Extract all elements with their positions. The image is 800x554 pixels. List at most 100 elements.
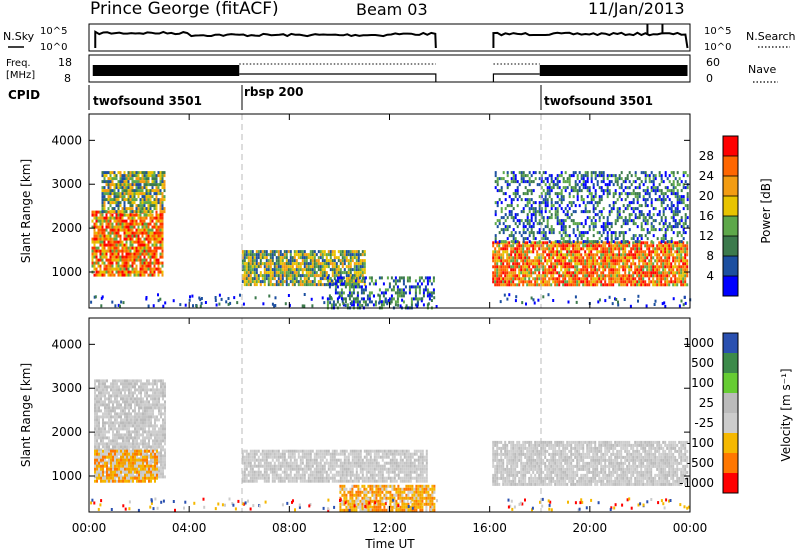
echo-cell xyxy=(104,436,106,440)
echo-cell xyxy=(123,222,126,226)
echo-cell xyxy=(97,261,100,265)
echo-cell xyxy=(500,207,503,211)
echo-cell xyxy=(325,253,328,257)
echo-cell xyxy=(574,268,577,272)
echo-cell xyxy=(508,225,511,229)
echo-cell xyxy=(96,442,98,446)
echo-cell xyxy=(594,256,597,260)
echo-cell xyxy=(127,189,130,193)
echo-cell xyxy=(331,253,334,257)
echo-cell xyxy=(610,250,613,254)
echo-cell xyxy=(598,244,601,248)
echo-cell xyxy=(299,256,302,260)
echo-cell xyxy=(578,180,581,184)
echo-cell xyxy=(630,174,633,178)
echo-cell xyxy=(366,294,369,298)
echo-cell xyxy=(664,198,667,202)
echo-cell xyxy=(494,271,497,275)
echo-cell xyxy=(546,186,549,190)
echo-cell xyxy=(100,469,102,473)
echo-cell xyxy=(297,250,300,254)
echo-cell xyxy=(115,234,118,238)
echo-cell xyxy=(319,250,322,254)
echo-cell xyxy=(113,189,116,193)
echo-cell xyxy=(656,283,659,287)
echo-cell xyxy=(656,198,659,202)
echo-cell xyxy=(91,264,94,268)
echo-cell xyxy=(98,427,100,431)
echo-cell xyxy=(678,271,681,275)
echo-cell xyxy=(96,409,98,413)
echo-cell xyxy=(618,283,621,287)
echo-cell xyxy=(618,241,621,245)
echo-cell xyxy=(638,247,641,251)
echo-cell xyxy=(566,180,569,184)
echo-cell xyxy=(117,213,120,217)
echo-cell xyxy=(94,445,96,449)
echo-cell xyxy=(118,394,120,398)
echo-cell xyxy=(624,231,627,235)
echo-cell xyxy=(636,256,639,260)
echo-cell xyxy=(670,189,673,193)
echo-cell xyxy=(666,253,669,257)
echo-cell xyxy=(544,274,547,278)
echo-cell xyxy=(562,225,565,229)
echo-cell xyxy=(556,283,559,287)
echo-cell xyxy=(494,222,497,226)
echo-cell xyxy=(550,177,553,181)
echo-cell xyxy=(598,256,601,260)
echo-cell xyxy=(126,397,128,401)
echo-cell xyxy=(112,445,114,449)
echo-cell xyxy=(243,280,246,284)
echo-cell xyxy=(424,276,427,280)
echo-cell xyxy=(530,259,533,263)
echo-cell xyxy=(660,244,663,248)
echo-cell xyxy=(128,448,130,452)
echo-cell xyxy=(328,294,331,298)
echo-cell xyxy=(674,271,677,275)
echo-cell xyxy=(153,201,156,205)
echo-cell xyxy=(143,216,146,220)
echo-cell xyxy=(133,231,136,235)
echo-cell xyxy=(538,207,541,211)
echo-cell xyxy=(644,274,647,278)
echo-cell xyxy=(139,198,142,202)
echo-cell xyxy=(608,280,611,284)
echo-cell xyxy=(128,442,130,446)
echo-cell xyxy=(428,293,431,297)
echo-cell xyxy=(684,186,687,190)
echo-cell xyxy=(578,256,581,260)
echo-cell xyxy=(303,268,306,272)
echo-cell xyxy=(116,475,118,479)
echo-cell xyxy=(259,262,262,266)
echo-cell xyxy=(355,277,358,281)
echo-cell xyxy=(155,204,158,208)
echo-cell xyxy=(494,268,497,272)
echo-cell xyxy=(106,445,108,449)
echo-cell xyxy=(127,180,130,184)
echo-cell xyxy=(502,265,505,269)
echo-cell xyxy=(115,249,118,253)
echo-cell xyxy=(348,282,351,286)
echo-cell xyxy=(610,259,613,263)
echo-cell xyxy=(110,427,112,431)
echo-cell xyxy=(568,237,571,241)
echo-cell xyxy=(265,256,268,260)
echo-cell xyxy=(556,201,559,205)
echo-cell xyxy=(554,280,557,284)
echo-cell xyxy=(159,240,162,244)
echo-cell xyxy=(311,253,314,257)
echo-cell xyxy=(632,277,635,281)
echo-cell xyxy=(141,219,144,223)
echo-cell xyxy=(114,385,116,389)
echo-cell xyxy=(100,433,102,437)
echo-cell xyxy=(123,213,126,217)
echo-cell xyxy=(584,265,587,269)
echo-cell xyxy=(570,201,573,205)
echo-cell xyxy=(199,304,202,308)
echo-cell xyxy=(582,210,585,214)
echo-cell xyxy=(255,262,258,266)
echo-cell xyxy=(660,177,663,181)
echo-cell xyxy=(115,246,118,250)
echo-cell xyxy=(658,265,661,269)
